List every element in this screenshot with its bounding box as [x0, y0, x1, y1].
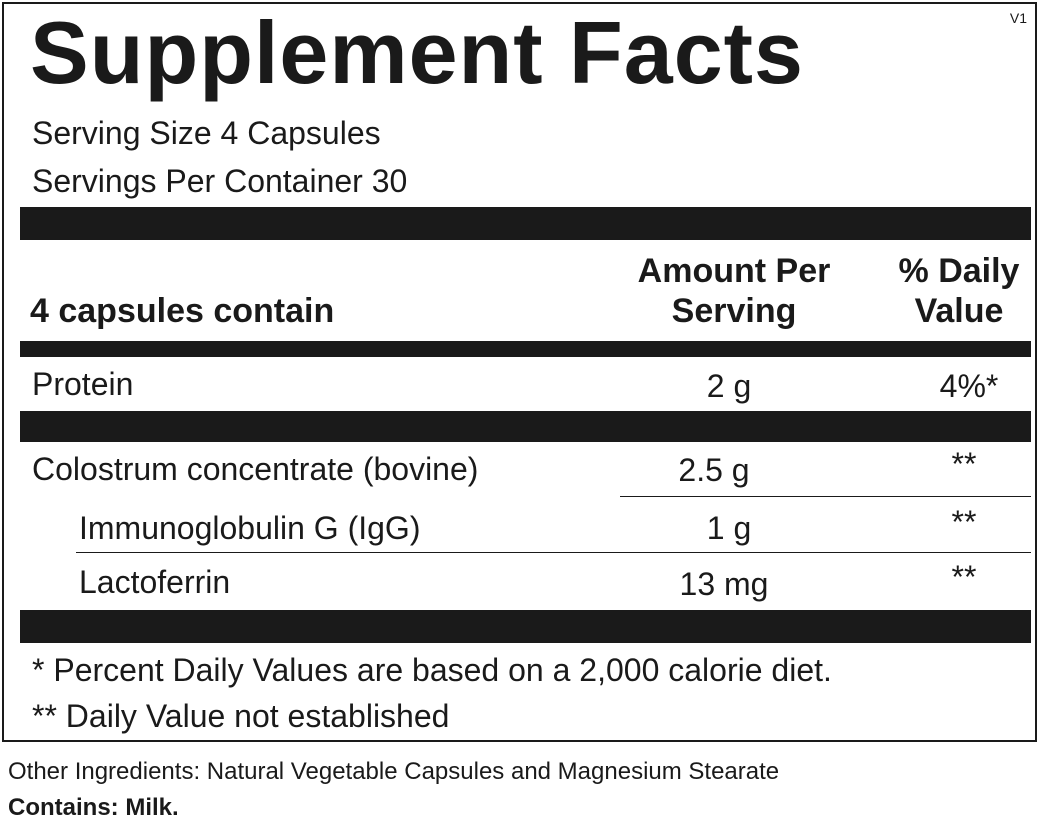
allergen-contains: Contains: Milk.	[8, 794, 179, 821]
row-colostrum-dv: **	[951, 446, 977, 482]
row-igg-amount: 1 g	[706, 510, 752, 546]
header-dv-line1: % Daily	[898, 252, 1020, 290]
row-protein-amount: 2 g	[706, 368, 752, 404]
thick-divider-2	[20, 411, 1031, 442]
header-amount-line1: Amount Per	[637, 252, 831, 290]
thick-divider-3	[20, 610, 1031, 643]
row-divider	[620, 496, 1031, 497]
version-label: V1	[1009, 10, 1027, 26]
medium-divider	[20, 341, 1031, 357]
row-igg-dv: **	[951, 504, 977, 540]
row-igg-name: Immunoglobulin G (IgG)	[79, 510, 421, 546]
row-lactoferrin-amount: 13 mg	[679, 566, 769, 602]
header-amount-line2: Serving	[671, 292, 797, 330]
row-protein-name: Protein	[32, 366, 134, 402]
header-label: 4 capsules contain	[30, 292, 335, 330]
servings-per-container: Servings Per Container 30	[32, 163, 408, 199]
serving-size: Serving Size 4 Capsules	[32, 115, 381, 151]
supplement-facts-panel: Supplement Facts V1 Serving Size 4 Capsu…	[2, 2, 1037, 742]
row-colostrum-amount: 2.5 g	[678, 452, 750, 488]
row-protein-dv: 4%*	[939, 368, 999, 404]
header-dv-line2: Value	[914, 292, 1004, 330]
row-lactoferrin-name: Lactoferrin	[79, 564, 231, 600]
row-divider-2	[76, 552, 1031, 553]
row-colostrum-name: Colostrum concentrate (bovine)	[32, 451, 479, 487]
footnote-daily-values: * Percent Daily Values are based on a 2,…	[32, 652, 832, 688]
footnote-not-established: ** Daily Value not established	[32, 698, 450, 734]
panel-title: Supplement Facts	[30, 3, 804, 102]
row-lactoferrin-dv: **	[951, 559, 977, 595]
thick-divider	[20, 207, 1031, 240]
other-ingredients: Other Ingredients: Natural Vegetable Cap…	[8, 758, 780, 785]
